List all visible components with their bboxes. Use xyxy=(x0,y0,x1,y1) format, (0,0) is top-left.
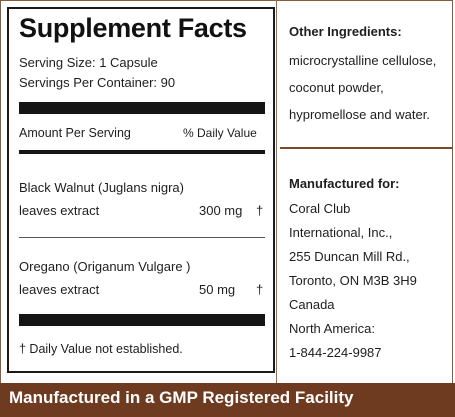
manufacturer-heading: Manufactured for: xyxy=(289,176,400,191)
servings-per-container: Servings Per Container: 90 xyxy=(19,75,176,90)
ingredient-1-name-line1: Black Walnut (Juglans nigra) xyxy=(19,180,184,195)
supplement-facts-panel: Supplement Facts Serving Size: 1 Capsule… xyxy=(7,7,275,373)
serving-size: Serving Size: 1 Capsule xyxy=(19,55,158,70)
ingredient-2-name-line1: Oregano (Origanum Vulgare ) xyxy=(19,259,191,274)
ingredient-1-dv: † xyxy=(256,203,264,218)
other-ingredients-line-3: hypromellose and water. xyxy=(289,107,430,122)
manufacturer-line-5: Canada xyxy=(289,297,335,312)
facts-title: Supplement Facts xyxy=(19,13,247,43)
ingredient-divider xyxy=(19,237,265,238)
bottom-thick-divider xyxy=(19,314,265,326)
manufacturer-line-1: Coral Club xyxy=(289,201,351,216)
other-ingredients-heading: Other Ingredients: xyxy=(289,24,402,39)
ingredient-2-dv: † xyxy=(256,282,264,297)
amount-per-serving-header: Amount Per Serving xyxy=(19,126,131,140)
ingredient-2-amount: 50 mg xyxy=(199,282,236,297)
ingredient-1-name-line2: leaves extract xyxy=(19,203,100,218)
manufacturer-line-4: Toronto, ON M3B 3H9 xyxy=(289,273,417,288)
daily-value-header: % Daily Value xyxy=(183,126,257,140)
other-ingredients-line-2: coconut powder, xyxy=(289,80,384,95)
ingredient-1-amount: 300 mg xyxy=(199,203,243,218)
medium-divider xyxy=(19,150,265,154)
label-frame xyxy=(0,0,453,383)
manufacturer-line-7: 1-844-224-9987 xyxy=(289,345,382,360)
ingredient-2-name-line2: leaves extract xyxy=(19,282,100,297)
other-ingredients-line-1: microcrystalline cellulose, xyxy=(289,53,437,68)
right-section-divider xyxy=(280,147,453,149)
manufacturer-line-2: International, Inc., xyxy=(289,225,393,240)
manufacturer-line-3: 255 Duncan Mill Rd., xyxy=(289,249,410,264)
footnote: † Daily Value not established. xyxy=(19,342,183,356)
column-divider xyxy=(276,0,277,383)
manufacturer-line-6: North America: xyxy=(289,321,375,336)
footer-text: Manufactured in a GMP Registered Facilit… xyxy=(9,388,354,407)
gmp-footer-banner: Manufactured in a GMP Registered Facilit… xyxy=(0,383,455,417)
thick-divider xyxy=(19,102,265,114)
